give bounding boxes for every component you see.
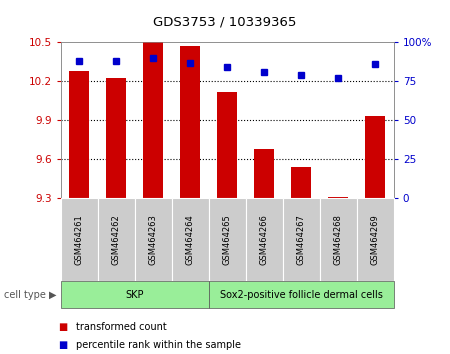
- Text: ■: ■: [58, 340, 68, 350]
- Bar: [106, 78, 126, 198]
- Text: GSM464266: GSM464266: [260, 215, 269, 265]
- Text: percentile rank within the sample: percentile rank within the sample: [76, 340, 241, 350]
- Bar: [254, 149, 274, 198]
- Bar: [143, 42, 163, 198]
- Bar: [291, 167, 311, 198]
- Bar: [180, 46, 200, 198]
- Bar: [365, 116, 385, 198]
- Text: transformed count: transformed count: [76, 322, 166, 332]
- Text: ■: ■: [58, 322, 68, 332]
- Text: cell type ▶: cell type ▶: [4, 290, 57, 300]
- Text: GSM464265: GSM464265: [223, 215, 232, 265]
- Text: GSM464264: GSM464264: [186, 215, 195, 265]
- Text: GSM464267: GSM464267: [297, 215, 306, 265]
- Text: GSM464262: GSM464262: [112, 215, 121, 265]
- Text: Sox2-positive follicle dermal cells: Sox2-positive follicle dermal cells: [220, 290, 382, 300]
- Text: SKP: SKP: [126, 290, 144, 300]
- Bar: [328, 197, 348, 198]
- Text: GSM464268: GSM464268: [334, 215, 343, 265]
- Text: GSM464269: GSM464269: [371, 215, 380, 265]
- Text: GSM464263: GSM464263: [149, 215, 158, 265]
- Text: GSM464261: GSM464261: [75, 215, 84, 265]
- Bar: [217, 92, 238, 198]
- Text: GDS3753 / 10339365: GDS3753 / 10339365: [153, 16, 297, 29]
- Bar: [69, 71, 90, 198]
